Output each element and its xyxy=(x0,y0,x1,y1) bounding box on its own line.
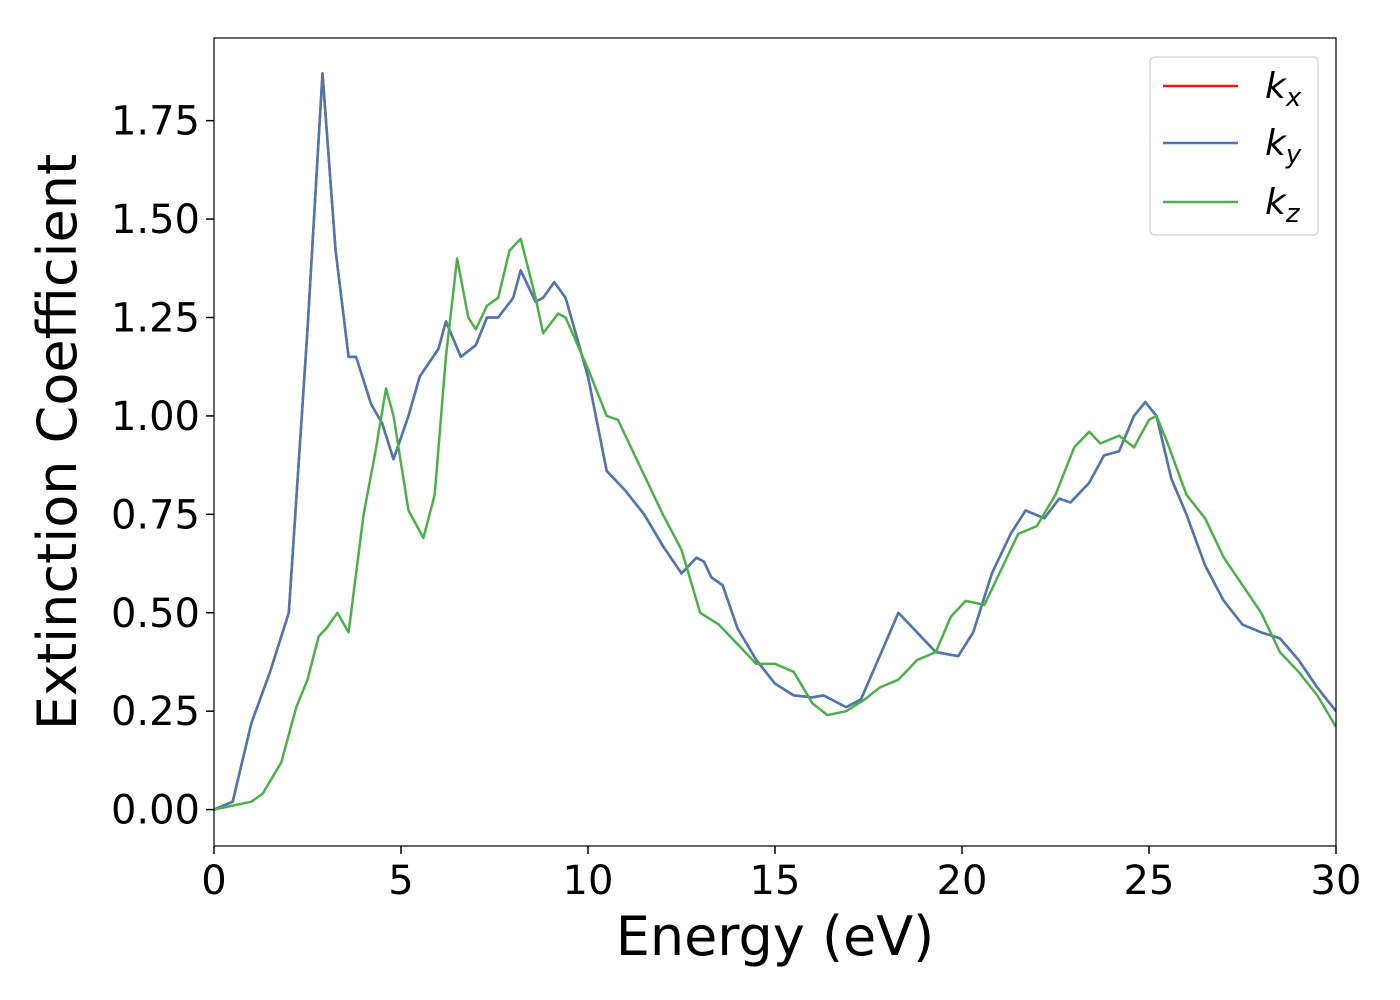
y-tick-label: 0.25 xyxy=(111,689,200,735)
plot-frame xyxy=(213,37,1337,847)
x-axis-label: Energy (eV) xyxy=(616,905,935,968)
y-tick-label: 1.75 xyxy=(111,99,200,145)
x-tick-label: 25 xyxy=(1124,858,1175,904)
legend-label: kz xyxy=(1265,182,1301,229)
y-tick-label: 1.25 xyxy=(111,296,200,342)
x-tick-label: 15 xyxy=(750,858,801,904)
series-line xyxy=(214,237,1336,811)
legend: kx ky kz xyxy=(1149,56,1319,236)
x-tick-label: 0 xyxy=(201,858,226,904)
legend-label: ky xyxy=(1265,123,1302,170)
x-tick-label: 5 xyxy=(388,858,413,904)
y-tick-label: 1.50 xyxy=(111,197,200,243)
y-axis-label: Extinction Coefficient xyxy=(26,154,89,730)
x-tick-label: 20 xyxy=(937,858,988,904)
y-tick-label: 0.00 xyxy=(111,788,200,834)
y-tick-label: 1.00 xyxy=(111,394,200,440)
x-tick-label: 10 xyxy=(563,858,614,904)
x-tick-label: 30 xyxy=(1311,858,1362,904)
legend-label: kx xyxy=(1265,66,1302,113)
legend-box xyxy=(1149,56,1319,236)
y-tick-label: 0.50 xyxy=(111,591,200,637)
series-line xyxy=(214,72,1336,811)
y-tick-label: 0.75 xyxy=(111,492,200,538)
